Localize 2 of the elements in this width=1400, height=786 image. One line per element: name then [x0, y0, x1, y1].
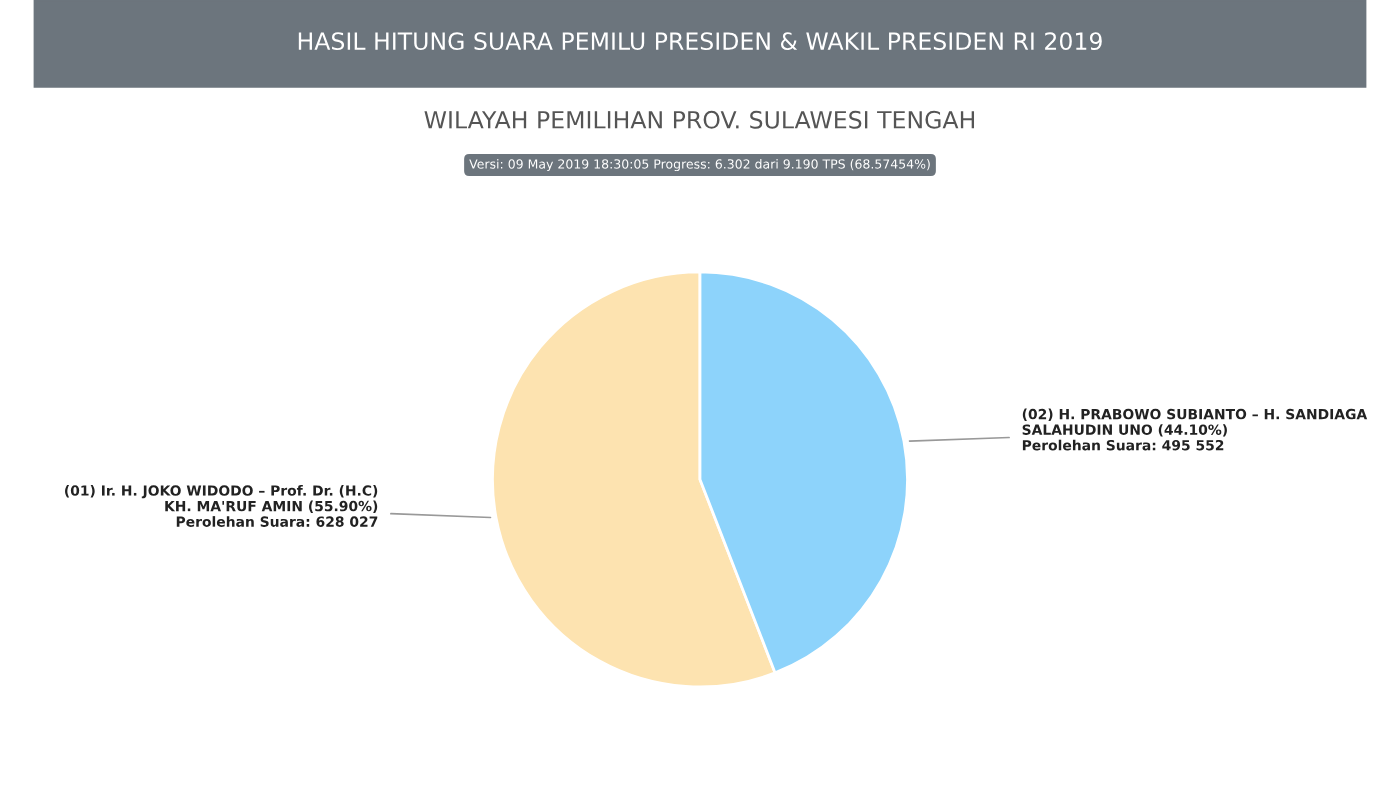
- chart-subtitle: WILAYAH PEMILIHAN PROV. SULAWESI TENGAH: [424, 110, 975, 129]
- chart-title: HASIL HITUNG SUARA PEMILU PRESIDEN & WAKIL PRESIDEN RI 2019: [298, 32, 1102, 51]
